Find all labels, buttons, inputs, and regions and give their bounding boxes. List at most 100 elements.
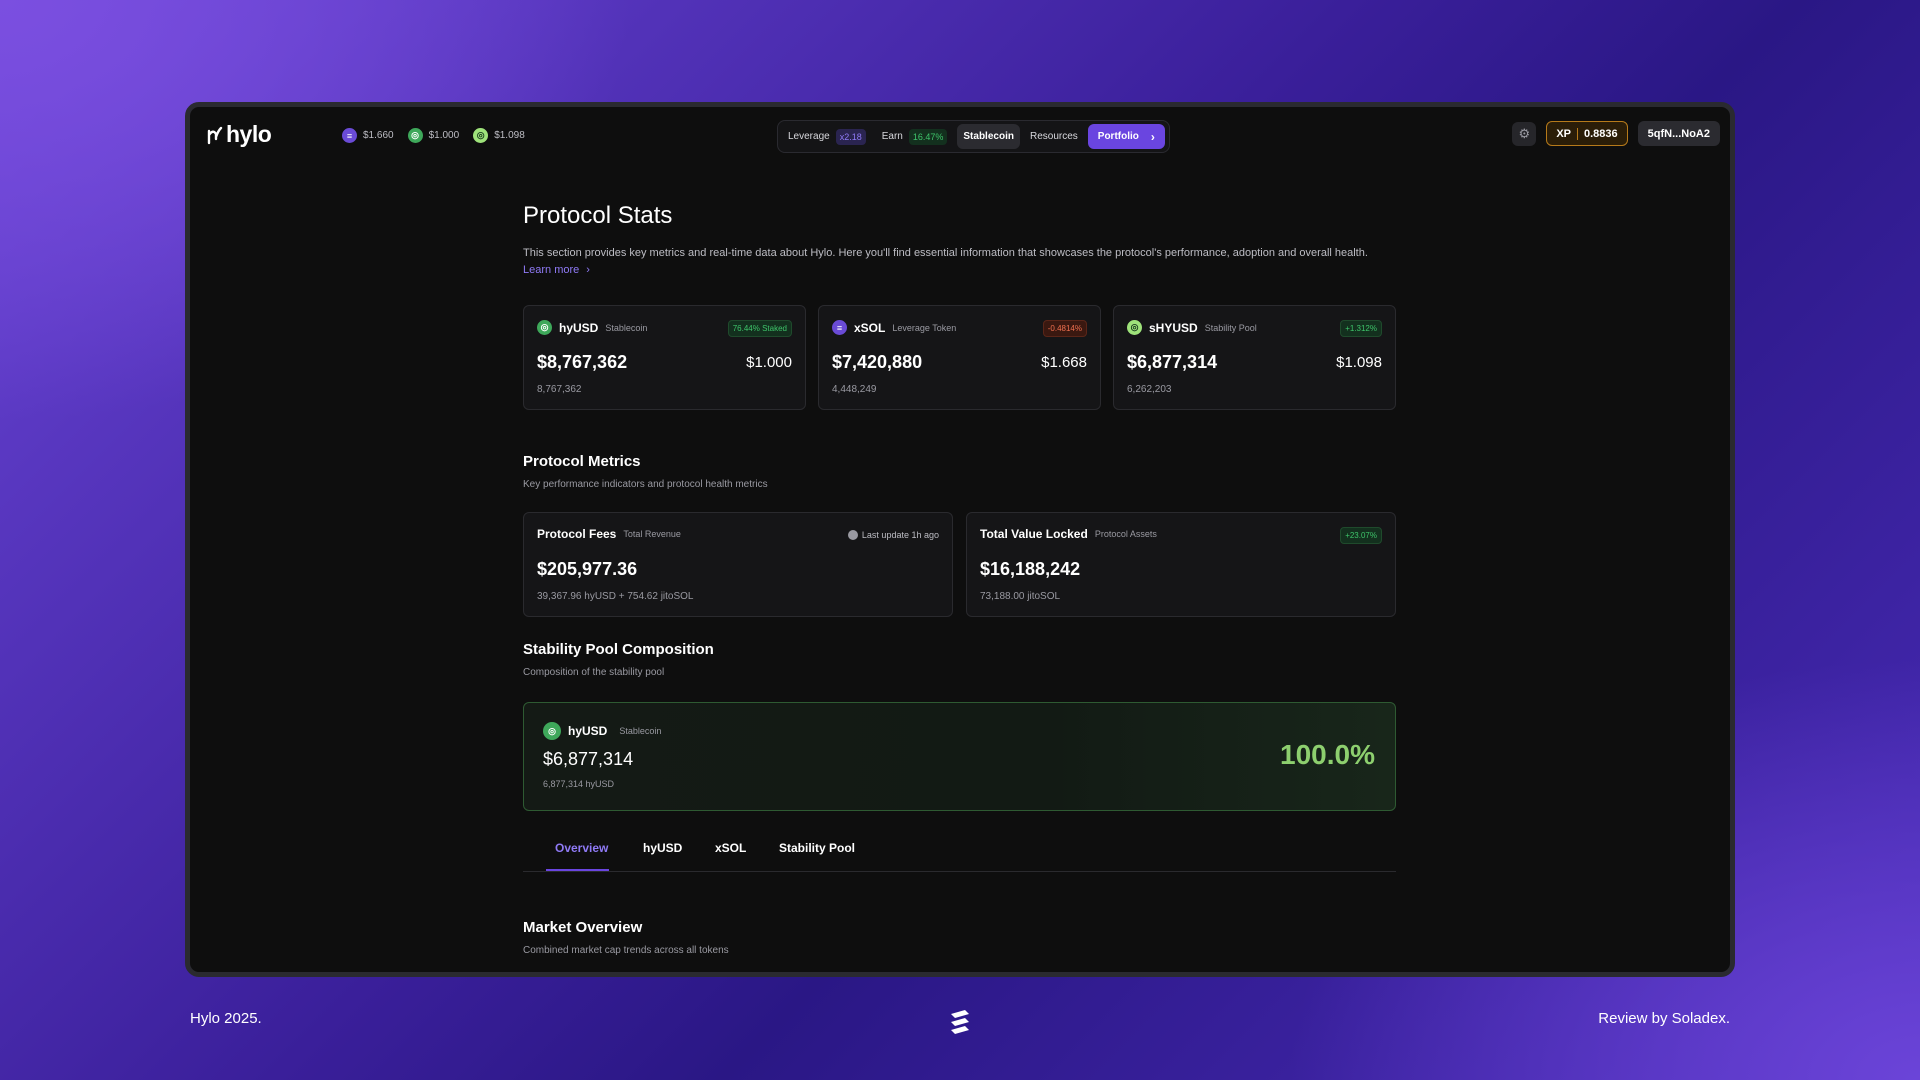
price-shyusd: ◎ $1.098 (473, 128, 525, 143)
card-header: ◎ hyUSD Stablecoin (543, 722, 661, 740)
tvl-change-badge: +23.07% (1340, 527, 1382, 544)
nav-stablecoin[interactable]: Stablecoin (957, 124, 1020, 149)
market-cap: $8,767,362 (537, 352, 628, 372)
hyusd-token-icon: ◎ (543, 722, 561, 740)
tab-bar: Overview hyUSD xSOL Stability Pool (523, 827, 1396, 872)
leverage-badge: x2.18 (835, 128, 866, 145)
top-bar: hylo ≡ $1.660 ◎ $1.000 ◎ $1.098 Leverage… (190, 107, 1730, 167)
main-nav: Leverage x2.18 Earn 16.47% Stablecoin Re… (777, 120, 1170, 153)
card-header: ◎ sHYUSD Stability Pool (1127, 320, 1257, 335)
token-supply: 8,767,362 (537, 384, 582, 395)
market-cap: $7,420,880 (832, 352, 923, 372)
nav-leverage[interactable]: Leverage x2.18 (782, 124, 872, 149)
xp-value: 0.8836 (1584, 127, 1618, 140)
card-header: Total Value Locked Protocol Assets (980, 527, 1157, 541)
logo[interactable]: hylo (207, 121, 272, 148)
portfolio-button[interactable]: Portfolio › (1087, 124, 1165, 149)
token-supply: 4,448,249 (832, 384, 877, 395)
tab-hyusd[interactable]: hyUSD (643, 841, 683, 855)
nav-label: Leverage (788, 131, 830, 142)
hylo-logo-icon (207, 126, 223, 144)
tab-stability-pool[interactable]: Stability Pool (779, 841, 856, 855)
token-card-hyusd[interactable]: ◎ hyUSD Stablecoin 76.44% Staked $8,767,… (523, 305, 806, 410)
token-type: Stablecoin (605, 322, 648, 333)
learn-more-label: Learn more (523, 264, 580, 276)
staked-badge: 76.44% Staked (727, 320, 792, 337)
tab-xsol[interactable]: xSOL (715, 841, 747, 855)
pool-composition-card: ◎ hyUSD Stablecoin $6,877,314 6,877,314 … (523, 702, 1396, 811)
chevron-right-icon: › (1150, 129, 1155, 144)
token-name: sHYUSD (1149, 320, 1198, 335)
footer-left: Hylo 2025. (190, 1010, 262, 1027)
last-update: Last update 1h ago (847, 530, 939, 540)
pool-subtitle: Composition of the stability pool (523, 667, 665, 678)
clock-icon (847, 530, 858, 540)
card-title: Total Value Locked (980, 527, 1088, 541)
market-cap: $6,877,314 (1127, 352, 1218, 372)
wallet-button[interactable]: 5qfN...NoA2 (1637, 121, 1720, 146)
xsol-token-icon: ≡ (832, 320, 847, 335)
gear-icon: ⚙ (1518, 125, 1531, 141)
change-badge: +1.312% (1340, 320, 1382, 337)
token-supply: 6,262,203 (1127, 384, 1172, 395)
hyusd-token-icon: ◎ (537, 320, 552, 335)
price-value: $1.098 (494, 130, 525, 141)
learn-more-link[interactable]: Learn more › (523, 264, 590, 276)
price-hyusd: ◎ $1.000 (407, 128, 460, 143)
nav-label: Portfolio (1097, 131, 1139, 142)
market-subtitle: Combined market cap trends across all to… (523, 945, 729, 956)
page-intro: This section provides key metrics and re… (523, 247, 1368, 259)
protocol-fees-card: Protocol Fees Total Revenue Last update … (523, 512, 953, 617)
price-value: $1.000 (428, 130, 460, 141)
page-title: Protocol Stats (523, 202, 673, 229)
xsol-token-icon: ≡ (342, 128, 357, 143)
header-actions: ⚙ XP 0.8836 5qfN...NoA2 (1512, 121, 1720, 146)
logo-text: hylo (226, 121, 272, 147)
nav-label: Resources (1029, 131, 1078, 142)
soladex-logo-icon (947, 1008, 973, 1039)
wallet-address: 5qfN...NoA2 (1647, 127, 1710, 140)
tvl-breakdown: 73,188.00 jitoSOL (980, 591, 1061, 602)
pool-title: Stability Pool Composition (523, 641, 714, 658)
fees-breakdown: 39,367.96 hyUSD + 754.62 jitoSOL (537, 591, 694, 602)
shyusd-token-icon: ◎ (1127, 320, 1142, 335)
update-text: Last update 1h ago (861, 530, 939, 540)
token-name: hyUSD (559, 320, 599, 335)
token-name: xSOL (854, 320, 886, 335)
metrics-subtitle: Key performance indicators and protocol … (523, 479, 768, 490)
hyusd-token-icon: ◎ (407, 128, 423, 143)
settings-button[interactable]: ⚙ (1512, 121, 1537, 146)
shyusd-token-icon: ◎ (473, 128, 489, 143)
metrics-title: Protocol Metrics (523, 453, 641, 470)
nav-label: Stablecoin (963, 131, 1014, 142)
market-title: Market Overview (523, 919, 643, 936)
tab-overview[interactable]: Overview (555, 841, 609, 855)
earn-badge: 16.47% (908, 128, 948, 145)
token-prices: ≡ $1.660 ◎ $1.000 ◎ $1.098 (342, 128, 525, 143)
card-header: ◎ hyUSD Stablecoin (537, 320, 647, 335)
change-badge: -0.4814% (1042, 320, 1087, 337)
active-tab-indicator (546, 869, 609, 871)
price-xsol: ≡ $1.660 (342, 128, 394, 143)
token-card-xsol[interactable]: ≡ xSOL Leverage Token -0.4814% $7,420,88… (818, 305, 1101, 410)
pool-percentage: 100.0% (1280, 739, 1375, 770)
card-title: Protocol Fees (537, 527, 617, 541)
tvl-value: $16,188,242 (980, 559, 1081, 579)
token-type: Stablecoin (619, 726, 662, 736)
token-name: hyUSD (568, 724, 608, 738)
token-type: Leverage Token (892, 322, 957, 333)
nav-label: Earn (881, 131, 903, 142)
chevron-right-icon: › (586, 264, 590, 276)
tvl-card: Total Value Locked Protocol Assets +23.0… (966, 512, 1396, 617)
app-window: hylo ≡ $1.660 ◎ $1.000 ◎ $1.098 Leverage… (185, 102, 1735, 977)
footer-right: Review by Soladex. (1598, 1010, 1730, 1027)
nav-resources[interactable]: Resources (1024, 124, 1084, 149)
card-header: Protocol Fees Total Revenue (537, 527, 681, 541)
token-price: $1.000 (746, 354, 792, 371)
fees-value: $205,977.36 (537, 559, 638, 579)
pool-value: $6,877,314 (543, 749, 634, 769)
token-price: $1.668 (1041, 354, 1087, 371)
xp-badge[interactable]: XP 0.8836 (1546, 121, 1628, 146)
nav-earn[interactable]: Earn 16.47% (876, 124, 954, 149)
token-card-shyusd[interactable]: ◎ sHYUSD Stability Pool +1.312% $6,877,3… (1113, 305, 1396, 410)
